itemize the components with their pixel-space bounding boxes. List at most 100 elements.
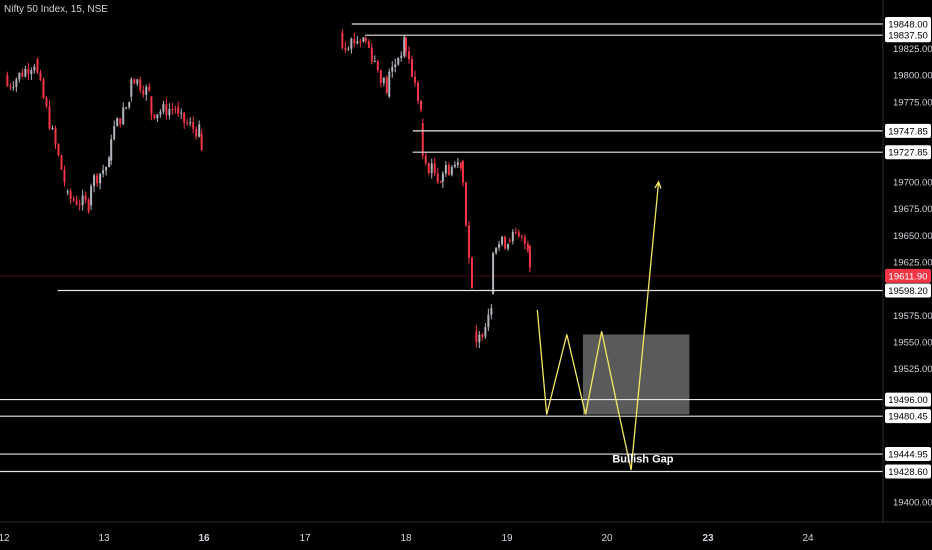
candle-body [150, 96, 153, 115]
candle-body [367, 41, 370, 48]
candle-body [142, 90, 145, 95]
price-tick-label: 19675.00 [893, 204, 932, 215]
candle-body [51, 128, 54, 130]
candle-body [168, 109, 171, 116]
candle-body [78, 204, 81, 206]
level-price-tag [885, 392, 931, 407]
candle-body [456, 162, 459, 165]
level-price-tag [885, 28, 931, 43]
bullish-gap-label: Bullish Gap [612, 454, 673, 466]
candle-body [102, 170, 105, 174]
zone-layer [582, 334, 690, 415]
candle-body [495, 247, 498, 254]
candle-body [408, 51, 410, 60]
candle-body [145, 86, 148, 95]
level-price-label: 19428.60 [888, 467, 928, 478]
candle-body [467, 225, 470, 258]
candle-body [189, 122, 192, 124]
candle-body [461, 160, 464, 183]
candle-body [498, 244, 501, 248]
candle-body [6, 75, 9, 87]
candle-body [481, 334, 484, 337]
candle-body [490, 308, 493, 315]
candle-body [459, 162, 462, 169]
price-tick-label: 19700.00 [893, 177, 932, 188]
candle-body [12, 86, 15, 88]
candle-body [421, 123, 424, 156]
candle-body [353, 38, 356, 44]
candle-body [192, 122, 195, 129]
candle-body [394, 64, 397, 68]
candle-body [116, 118, 119, 127]
candle-body [180, 112, 183, 114]
current-price-tag [885, 268, 931, 283]
candle-body [54, 128, 57, 145]
level-price-tag [885, 283, 931, 298]
level-price-label: 19747.85 [888, 126, 928, 137]
candle-body [403, 37, 406, 56]
candle-body [504, 236, 507, 249]
candle-body [382, 77, 385, 83]
candle-body [478, 334, 481, 343]
candle-body [484, 327, 487, 337]
level-price-tag [885, 145, 931, 160]
candle-body [400, 55, 403, 58]
candle-body [436, 173, 439, 182]
candle-body [186, 122, 189, 124]
accumulation-zone [582, 334, 690, 415]
level-price-tag [885, 17, 931, 31]
candle-body [128, 102, 131, 108]
level-price-tag [885, 447, 931, 462]
candle-body [341, 32, 344, 48]
candle-body [57, 144, 60, 156]
candle-body [373, 61, 376, 63]
candle-body [113, 126, 116, 140]
candle-body [379, 70, 382, 83]
candle-body [159, 111, 162, 115]
candle-body [24, 68, 27, 77]
candle-body [63, 169, 66, 183]
candle-body [162, 104, 165, 112]
price-tick-label: 19575.00 [893, 311, 932, 322]
current-price-label: 19611.90 [889, 271, 928, 282]
price-tick-label: 19775.00 [893, 97, 932, 108]
candle-body [433, 163, 436, 174]
candle-body [475, 331, 478, 343]
candle-body [391, 67, 394, 72]
candle-body [198, 124, 201, 137]
candle-body [405, 37, 407, 52]
price-axis-layer: 19825.00 19800.00 19775.00 19700.00 19675.00… [882, 0, 932, 522]
price-tick-label: 19400.00 [893, 498, 932, 509]
candle-body [350, 38, 353, 49]
candle-body [139, 79, 142, 91]
price-tick-label: 19625.00 [893, 257, 932, 268]
level-price-label: 19727.85 [888, 148, 928, 159]
candle-body [93, 175, 96, 187]
annotation-layer: Bullish Gap [612, 454, 673, 466]
level-price-label: 19480.45 [888, 412, 928, 423]
level-price-label: 19444.95 [888, 450, 928, 461]
level-price-label: 19598.20 [888, 286, 928, 297]
candle-body [195, 128, 198, 137]
candle-body [388, 71, 391, 97]
candle-body [370, 47, 373, 62]
price-tick-label: 19525.00 [893, 364, 932, 375]
candle-body [517, 232, 520, 237]
level-price-tag [885, 464, 931, 479]
projection-layer [536, 180, 662, 471]
level-price-label: 19837.50 [888, 31, 928, 42]
candle-body [42, 79, 45, 98]
candle-body [520, 236, 523, 238]
level-price-label: 19496.00 [888, 395, 928, 406]
projection-arrowhead [654, 180, 662, 189]
candle-body [36, 59, 39, 73]
candle-body [60, 155, 63, 170]
candle-body [523, 237, 526, 244]
time-tick-label: 20 [601, 533, 613, 544]
candle-body [27, 68, 30, 74]
candle-body [21, 72, 24, 77]
candle-body [110, 139, 113, 161]
candle-body [362, 37, 365, 42]
